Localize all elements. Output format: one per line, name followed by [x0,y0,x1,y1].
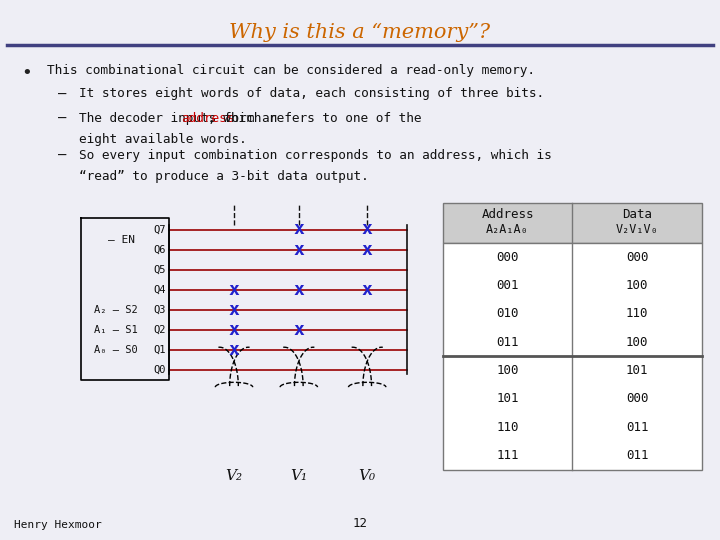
Text: x: x [361,240,373,259]
Text: Q4: Q4 [153,285,166,295]
Text: “read” to produce a 3-bit data output.: “read” to produce a 3-bit data output. [79,170,369,183]
Text: x: x [228,301,240,319]
Text: This combinational circuit can be considered a read-only memory.: This combinational circuit can be consid… [47,64,535,77]
Text: 101: 101 [626,364,649,377]
Text: V₂: V₂ [225,469,243,483]
Text: A₂A₁A₀: A₂A₁A₀ [486,223,529,236]
Text: x: x [361,281,373,299]
Text: Q7: Q7 [153,225,166,234]
Text: Henry Hexmoor: Henry Hexmoor [14,520,102,530]
Text: 100: 100 [626,336,649,349]
Text: x: x [293,281,305,299]
Text: –: – [58,87,66,102]
Text: 110: 110 [496,421,519,434]
Text: –: – [58,148,66,163]
Text: x: x [228,281,240,299]
Text: 001: 001 [496,279,519,292]
Text: x: x [293,321,305,339]
Text: 000: 000 [496,251,519,264]
Text: eight available words.: eight available words. [79,133,247,146]
Text: So every input combination corresponds to an address, which is: So every input combination corresponds t… [79,148,552,161]
Text: x: x [293,220,305,239]
Text: A₀ — S0: A₀ — S0 [94,345,138,355]
Text: V₀: V₀ [359,469,376,483]
Text: V₂V₁V₀: V₂V₁V₀ [616,223,659,236]
Text: 000: 000 [626,393,649,406]
Text: 12: 12 [353,517,367,530]
Text: Q3: Q3 [153,305,166,315]
Text: 011: 011 [626,421,649,434]
Text: x: x [293,240,305,259]
Text: , which refers to one of the: , which refers to one of the [208,112,421,125]
Text: Address: Address [482,208,534,221]
Text: A₁ — S1: A₁ — S1 [94,325,138,335]
Text: V₁: V₁ [290,469,307,483]
Text: The decoder inputs form an: The decoder inputs form an [79,112,285,125]
Bar [443,243,702,470]
Text: 101: 101 [496,393,519,406]
Text: x: x [228,341,240,359]
Text: x: x [228,321,240,339]
Text: Q0: Q0 [153,365,166,375]
Text: address: address [181,112,235,125]
Text: — EN: — EN [108,234,135,245]
Text: Why is this a “memory”?: Why is this a “memory”? [230,23,490,42]
Text: 110: 110 [626,307,649,320]
Text: 111: 111 [496,449,519,462]
Text: Q2: Q2 [153,325,166,335]
Text: 011: 011 [626,449,649,462]
Text: 000: 000 [626,251,649,264]
Text: It stores eight words of data, each consisting of three bits.: It stores eight words of data, each cons… [79,87,544,100]
Text: A₂ — S2: A₂ — S2 [94,305,138,315]
Text: –: – [58,112,66,126]
Text: 010: 010 [496,307,519,320]
Text: x: x [361,220,373,239]
Text: •: • [22,64,32,82]
Text: 100: 100 [496,364,519,377]
Text: Q1: Q1 [153,345,166,355]
Text: 011: 011 [496,336,519,349]
Text: Q6: Q6 [153,245,166,254]
Text: Q5: Q5 [153,265,166,275]
Text: Data: Data [622,208,652,221]
Bar [443,202,702,243]
Text: 100: 100 [626,279,649,292]
